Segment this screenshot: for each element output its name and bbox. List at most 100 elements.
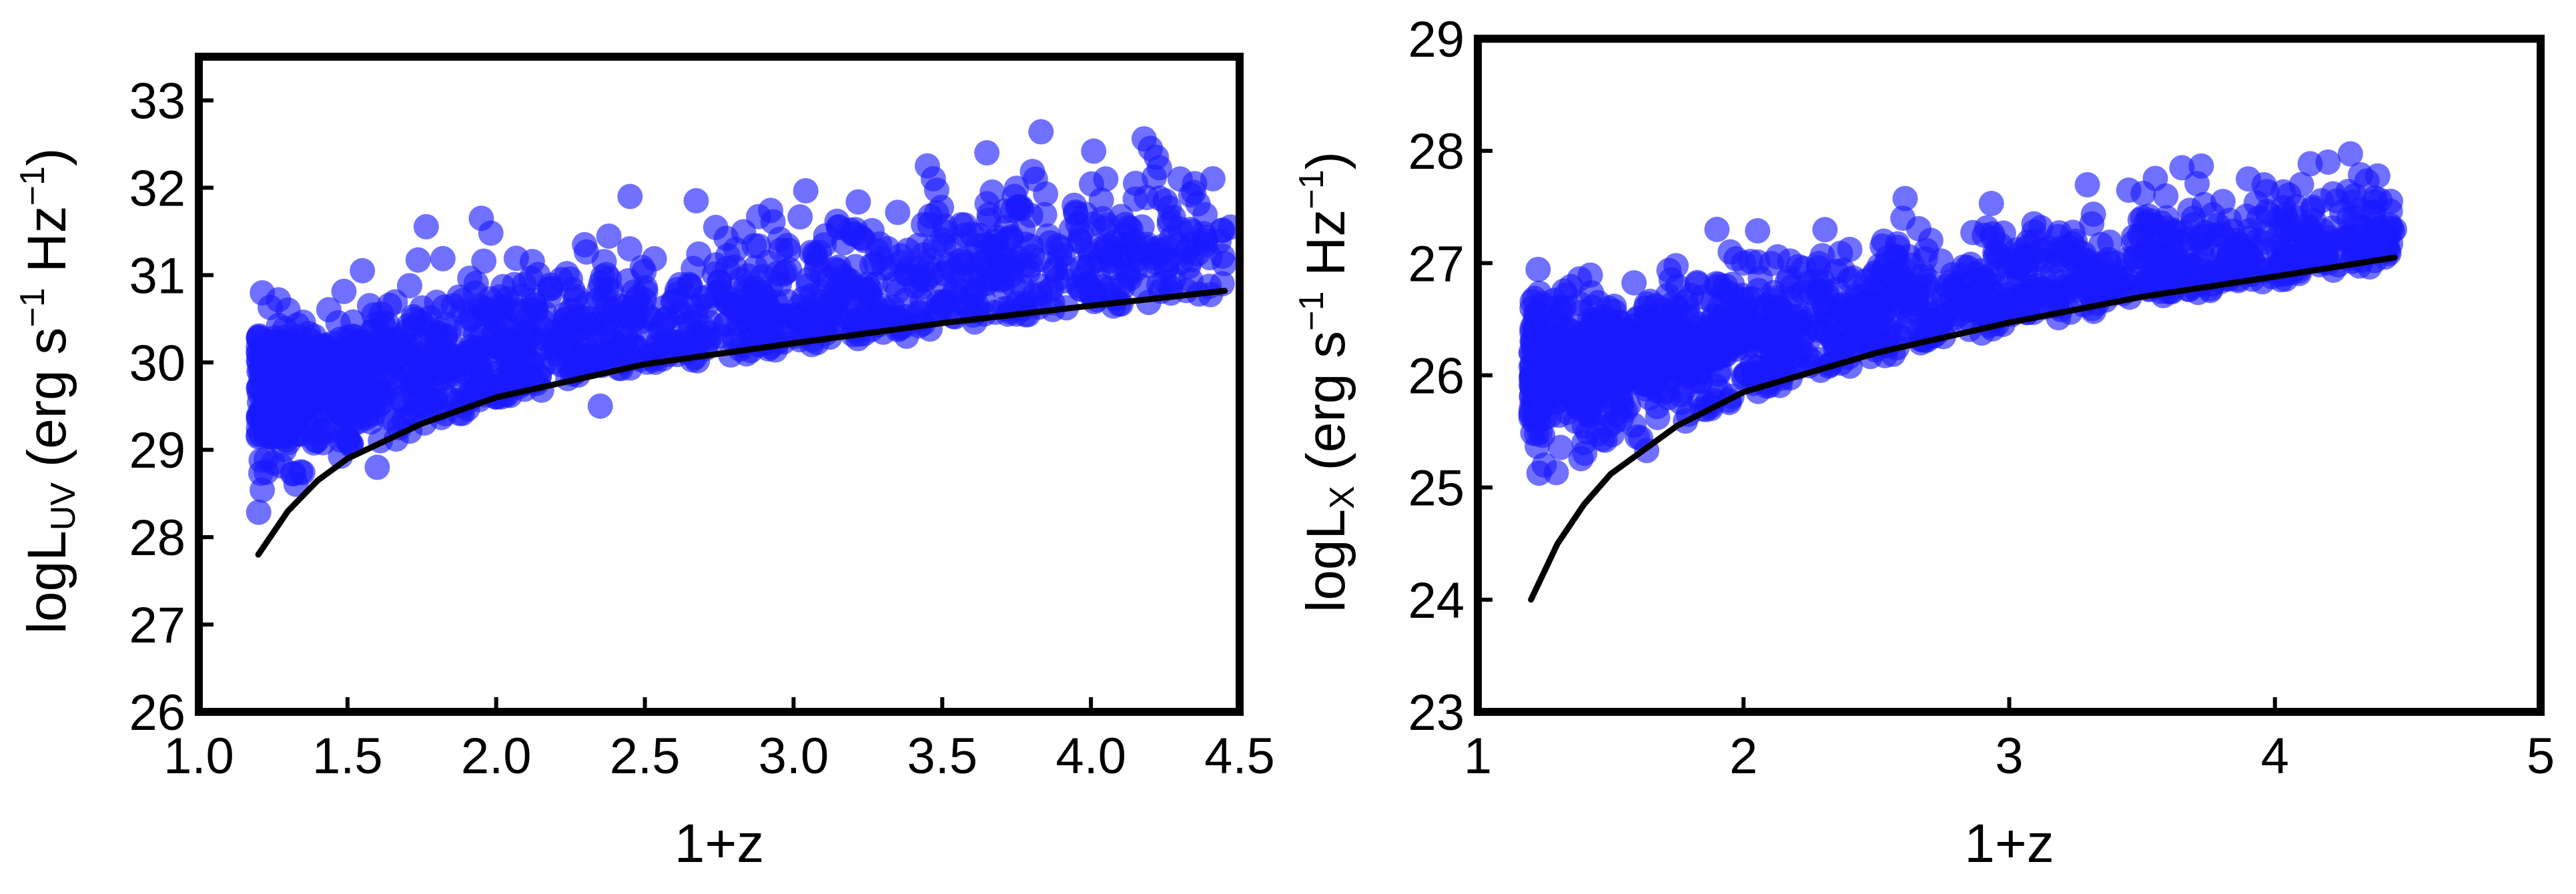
limit-curve-uv xyxy=(255,288,1228,558)
data-point xyxy=(931,232,957,258)
x-tick-label: 4.5 xyxy=(1204,728,1275,785)
data-point xyxy=(703,214,729,240)
data-point xyxy=(2116,177,2142,203)
data-point xyxy=(2174,226,2200,252)
data-point xyxy=(2142,165,2168,191)
data-point xyxy=(1035,223,1061,249)
x-tick-label: 5 xyxy=(2527,728,2555,785)
data-point xyxy=(1156,207,1182,233)
y-label-sup-2: −1 xyxy=(1292,169,1331,209)
data-point xyxy=(787,204,813,230)
data-point xyxy=(865,238,891,264)
data-point xyxy=(935,256,961,282)
scatter-points-x xyxy=(1518,141,2407,486)
data-point xyxy=(743,255,769,281)
x-tick-label: 3 xyxy=(1995,728,2023,785)
data-point xyxy=(631,258,657,284)
data-point xyxy=(1593,320,1619,346)
data-point xyxy=(1027,281,1053,307)
data-point xyxy=(1167,166,1193,192)
data-point xyxy=(596,223,622,249)
data-point xyxy=(1708,305,1734,331)
y-label-units-c: ) xyxy=(1296,151,1356,169)
data-point xyxy=(1524,421,1550,447)
limit-curve-x xyxy=(1528,254,2398,603)
y-tick-label: 25 xyxy=(1408,460,1464,517)
data-point xyxy=(587,393,613,419)
data-point xyxy=(1103,286,1129,312)
y-label-prefix: logL xyxy=(1296,509,1356,612)
data-point xyxy=(1785,315,1811,341)
y-label-sup-2: −1 xyxy=(13,166,52,205)
data-point xyxy=(1856,291,1882,317)
y-tick-label: 33 xyxy=(129,73,185,129)
axes-frame-uv xyxy=(195,53,1244,716)
y-label-units-b: Hz xyxy=(1296,209,1356,292)
data-point xyxy=(742,276,768,302)
y-label-sup-1: −1 xyxy=(1292,292,1331,331)
y-ticks-x: 23 24 25 26 27 28 29 xyxy=(1408,11,1492,741)
y-label-units-a: (erg s xyxy=(1296,331,1356,486)
data-point xyxy=(1819,326,1845,352)
data-point xyxy=(1022,166,1048,192)
data-point xyxy=(1028,119,1054,145)
data-point xyxy=(1968,258,1994,284)
data-point xyxy=(1192,201,1218,228)
data-point xyxy=(1098,247,1124,273)
data-point xyxy=(1710,339,1736,365)
data-point xyxy=(554,261,580,287)
data-point xyxy=(1946,302,1972,328)
data-point xyxy=(758,197,784,223)
data-point xyxy=(1654,378,1680,404)
data-point xyxy=(2237,217,2263,244)
data-point xyxy=(574,344,600,370)
y-label-subscript: X xyxy=(1323,486,1362,509)
data-point xyxy=(507,300,533,326)
data-point xyxy=(1771,332,1797,358)
data-point xyxy=(1923,307,1950,333)
y-tick-label: 29 xyxy=(1408,11,1464,68)
data-point xyxy=(331,278,357,304)
data-point xyxy=(2170,262,2196,288)
data-point xyxy=(246,424,272,450)
data-point xyxy=(2205,212,2231,238)
data-point xyxy=(582,319,608,345)
data-point xyxy=(2079,211,2105,237)
data-point xyxy=(276,403,302,429)
y-tick-label: 24 xyxy=(1408,572,1464,629)
y-label-units-c: ) xyxy=(17,148,77,166)
data-point xyxy=(1079,282,1105,308)
data-point xyxy=(686,241,712,267)
data-point xyxy=(1093,166,1119,192)
data-point xyxy=(2360,200,2386,226)
data-point xyxy=(667,272,693,298)
y-tick-label: 28 xyxy=(1408,123,1464,180)
data-point xyxy=(845,189,871,215)
data-point xyxy=(2190,244,2216,270)
data-point xyxy=(298,344,324,370)
y-label-prefix: logL xyxy=(17,530,77,634)
data-point xyxy=(422,384,448,410)
data-point xyxy=(323,349,349,375)
scatter-points-uv xyxy=(246,119,1244,525)
data-point xyxy=(356,293,382,319)
data-point xyxy=(793,177,819,203)
data-point xyxy=(298,387,324,413)
x-tick-label: 3.0 xyxy=(759,728,829,785)
data-point xyxy=(307,364,333,390)
data-point xyxy=(1518,402,1544,428)
data-point xyxy=(1587,380,1613,406)
data-point xyxy=(260,450,286,476)
data-point xyxy=(2235,166,2261,192)
y-tick-label: 23 xyxy=(1408,685,1464,741)
data-point xyxy=(1091,215,1117,242)
data-point xyxy=(1123,170,1148,196)
data-point xyxy=(468,322,494,348)
y-tick-label: 28 xyxy=(129,510,185,566)
data-point xyxy=(879,294,905,320)
data-point xyxy=(1645,404,1671,430)
data-point xyxy=(1844,308,1870,334)
data-point xyxy=(967,268,993,294)
data-point xyxy=(1522,286,1548,312)
